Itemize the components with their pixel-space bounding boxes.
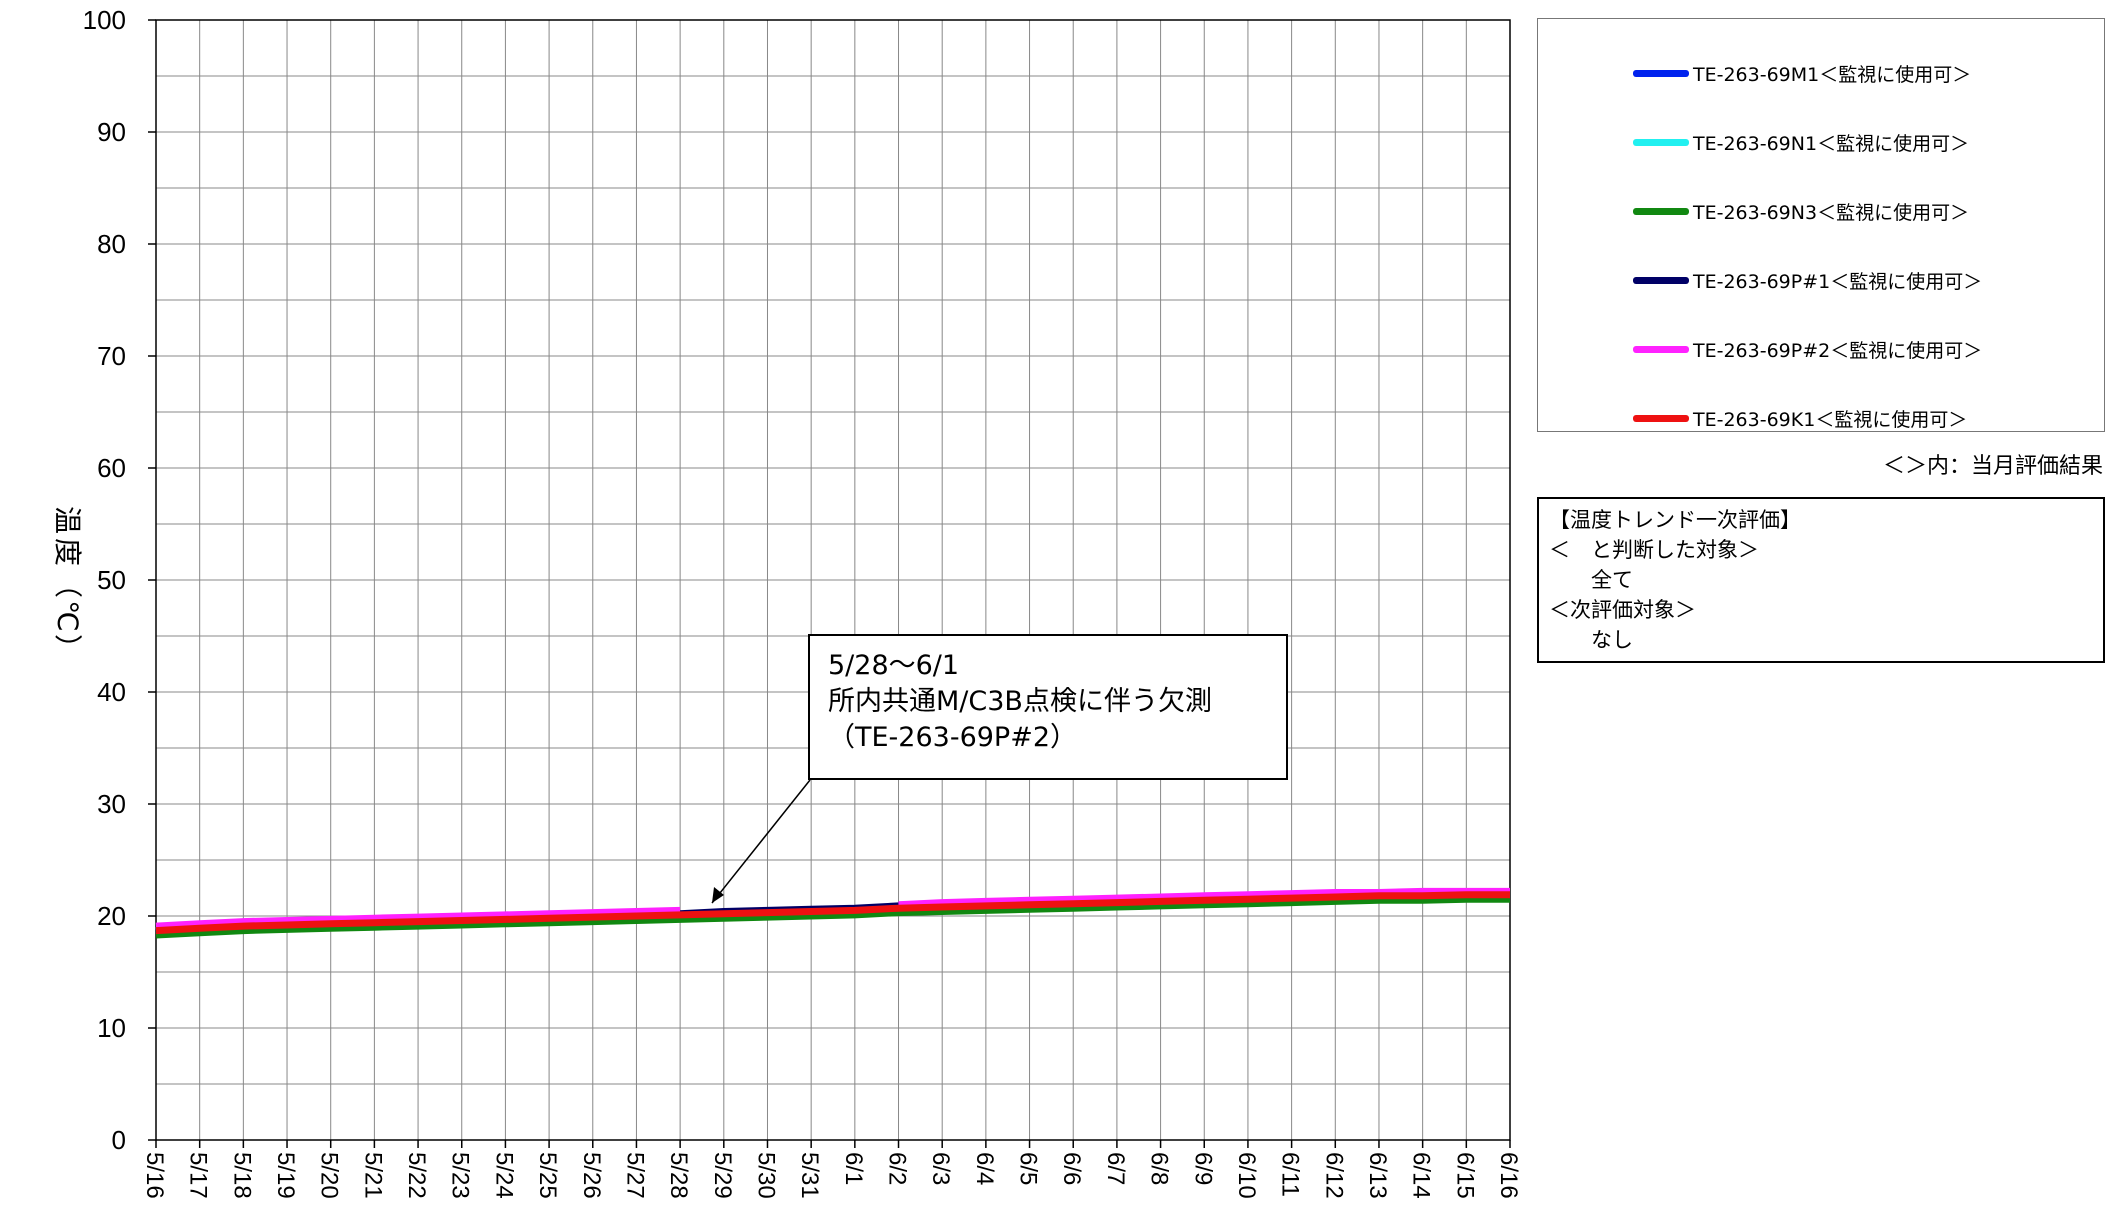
- y-axis-label-char: 温: [51, 506, 84, 534]
- x-tick-label: 6/4: [971, 1152, 998, 1185]
- y-axis-label-char: ）: [51, 634, 84, 662]
- x-tick-label: 6/10: [1233, 1152, 1260, 1199]
- x-tick-label: 6/5: [1015, 1152, 1042, 1185]
- annotation-date-range: 5/28～6/1: [828, 650, 960, 681]
- x-tick-label: 5/27: [621, 1152, 648, 1199]
- x-tick-label: 6/11: [1277, 1152, 1304, 1197]
- legend-label: TE-263-69N1＜監視に使用可＞: [1693, 132, 1970, 155]
- series-line-3: [155, 895, 1510, 939]
- annotation-sensor: （TE-263-69P#2）: [828, 722, 1078, 753]
- x-tick-label: 5/31: [796, 1152, 823, 1199]
- annotation-arrow: [711, 779, 811, 904]
- x-tick-label: 5/26: [578, 1152, 605, 1199]
- legend-item: TE-263-69N3＜監視に使用可＞: [1633, 196, 1969, 226]
- legend-swatch: [1633, 138, 1689, 146]
- legend-swatch: [1633, 69, 1689, 77]
- evaluation-next-label: ＜次評価対象＞: [1549, 598, 1696, 622]
- x-tick-label: 6/9: [1189, 1152, 1216, 1185]
- x-tick-label: 5/17: [185, 1152, 212, 1199]
- y-tick-label: 30: [97, 789, 126, 819]
- x-tick-label: 6/6: [1058, 1152, 1085, 1185]
- x-tick-label: 6/3: [927, 1152, 954, 1185]
- legend: TE-263-69M1＜監視に使用可＞ TE-263-69N1＜監視に使用可＞ TE…: [1537, 18, 2105, 432]
- evaluation-next-value: なし: [1549, 628, 1633, 652]
- legend-label: TE-263-69P#2＜監視に使用可＞: [1693, 339, 1983, 362]
- y-tick-label: 0: [112, 1125, 126, 1155]
- y-tick-label: 40: [97, 677, 126, 707]
- y-tick-labels: 0 10 20 30 40 50 60 70 80 90 100: [83, 5, 156, 1155]
- x-tick-label: 6/15: [1451, 1152, 1478, 1199]
- evaluation-title: 【温度トレンド一次評価】: [1549, 508, 1801, 532]
- legend-label: TE-263-69K1＜監視に使用可＞: [1693, 408, 1968, 431]
- legend-note: ＜＞内：当月評価結果: [1882, 454, 2103, 479]
- legend-swatch: [1633, 345, 1689, 353]
- x-tick-label: 6/2: [884, 1152, 911, 1185]
- x-tick-label: 6/16: [1495, 1152, 1522, 1199]
- legend-item: TE-263-69P#2＜監視に使用可＞: [1633, 334, 1982, 364]
- x-tick-label: 6/14: [1408, 1152, 1435, 1199]
- y-tick-label: 10: [97, 1013, 126, 1043]
- y-tick-label: 100: [83, 5, 126, 35]
- legend-swatch: [1633, 414, 1689, 422]
- legend-label: TE-263-69P#1＜監視に使用可＞: [1693, 270, 1983, 293]
- legend-swatch: [1633, 207, 1689, 215]
- x-tick-label: 5/29: [709, 1152, 736, 1199]
- annotation-callout: 5/28～6/1 所内共通M/C3B点検に伴う欠測 （TE-263-69P#2）: [808, 634, 1288, 780]
- evaluation-judged-label: ＜ と判断した対象＞: [1549, 538, 1759, 562]
- x-tick-label: 6/7: [1102, 1152, 1129, 1185]
- y-axis-label-char: 度: [51, 538, 84, 566]
- x-tick-label: 6/13: [1364, 1152, 1391, 1199]
- x-tick-label: 6/12: [1320, 1152, 1347, 1199]
- legend-label: TE-263-69M1＜監視に使用可＞: [1693, 63, 1972, 86]
- evaluation-box: 【温度トレンド一次評価】 ＜ と判断した対象＞ 全て ＜次評価対象＞ なし: [1537, 497, 2105, 663]
- legend-swatch: [1633, 276, 1689, 284]
- x-tick-label: 5/19: [272, 1152, 299, 1199]
- x-tick-label: 5/20: [316, 1152, 343, 1199]
- series-layer: [155, 887, 1510, 939]
- y-axis-label-char: （: [51, 570, 84, 598]
- y-tick-label: 50: [97, 565, 126, 595]
- legend-item: TE-263-69M1＜監視に使用可＞: [1633, 58, 1971, 88]
- x-tick-labels: 5/16 5/17 5/18 5/19 5/20 5/21 5/22 5/23 5/24 5/25…: [141, 1140, 1522, 1199]
- x-tick-label: 5/28: [665, 1152, 692, 1199]
- x-tick-label: 5/25: [534, 1152, 561, 1199]
- y-tick-label: 20: [97, 901, 126, 931]
- series-line-5: [155, 887, 1510, 930]
- x-tick-label: 5/16: [141, 1152, 168, 1199]
- y-tick-label: 70: [97, 341, 126, 371]
- legend-item: TE-263-69K1＜監視に使用可＞: [1633, 403, 1967, 433]
- y-axis-label-char: ℃: [51, 600, 84, 631]
- series-line-6: [155, 891, 1510, 935]
- y-tick-label: 80: [97, 229, 126, 259]
- y-axis-label: 温度 （℃ ）: [51, 506, 84, 662]
- x-tick-label: 5/21: [359, 1152, 386, 1199]
- chart-grid: [156, 20, 1510, 1140]
- legend-item: TE-263-69P#1＜監視に使用可＞: [1633, 265, 1982, 295]
- x-tick-label: 5/24: [490, 1152, 517, 1199]
- x-tick-label: 6/1: [840, 1152, 867, 1185]
- y-tick-label: 90: [97, 117, 126, 147]
- annotation-reason: 所内共通M/C3B点検に伴う欠測: [828, 686, 1212, 717]
- x-tick-label: 6/8: [1146, 1152, 1173, 1185]
- x-tick-label: 5/22: [403, 1152, 430, 1199]
- legend-label: TE-263-69N3＜監視に使用可＞: [1693, 201, 1970, 224]
- x-tick-label: 5/30: [752, 1152, 779, 1199]
- x-tick-label: 5/18: [228, 1152, 255, 1199]
- legend-item: TE-263-69N1＜監視に使用可＞: [1633, 127, 1969, 157]
- evaluation-judged-value: 全て: [1549, 568, 1633, 592]
- x-tick-label: 5/23: [447, 1152, 474, 1199]
- y-tick-label: 60: [97, 453, 126, 483]
